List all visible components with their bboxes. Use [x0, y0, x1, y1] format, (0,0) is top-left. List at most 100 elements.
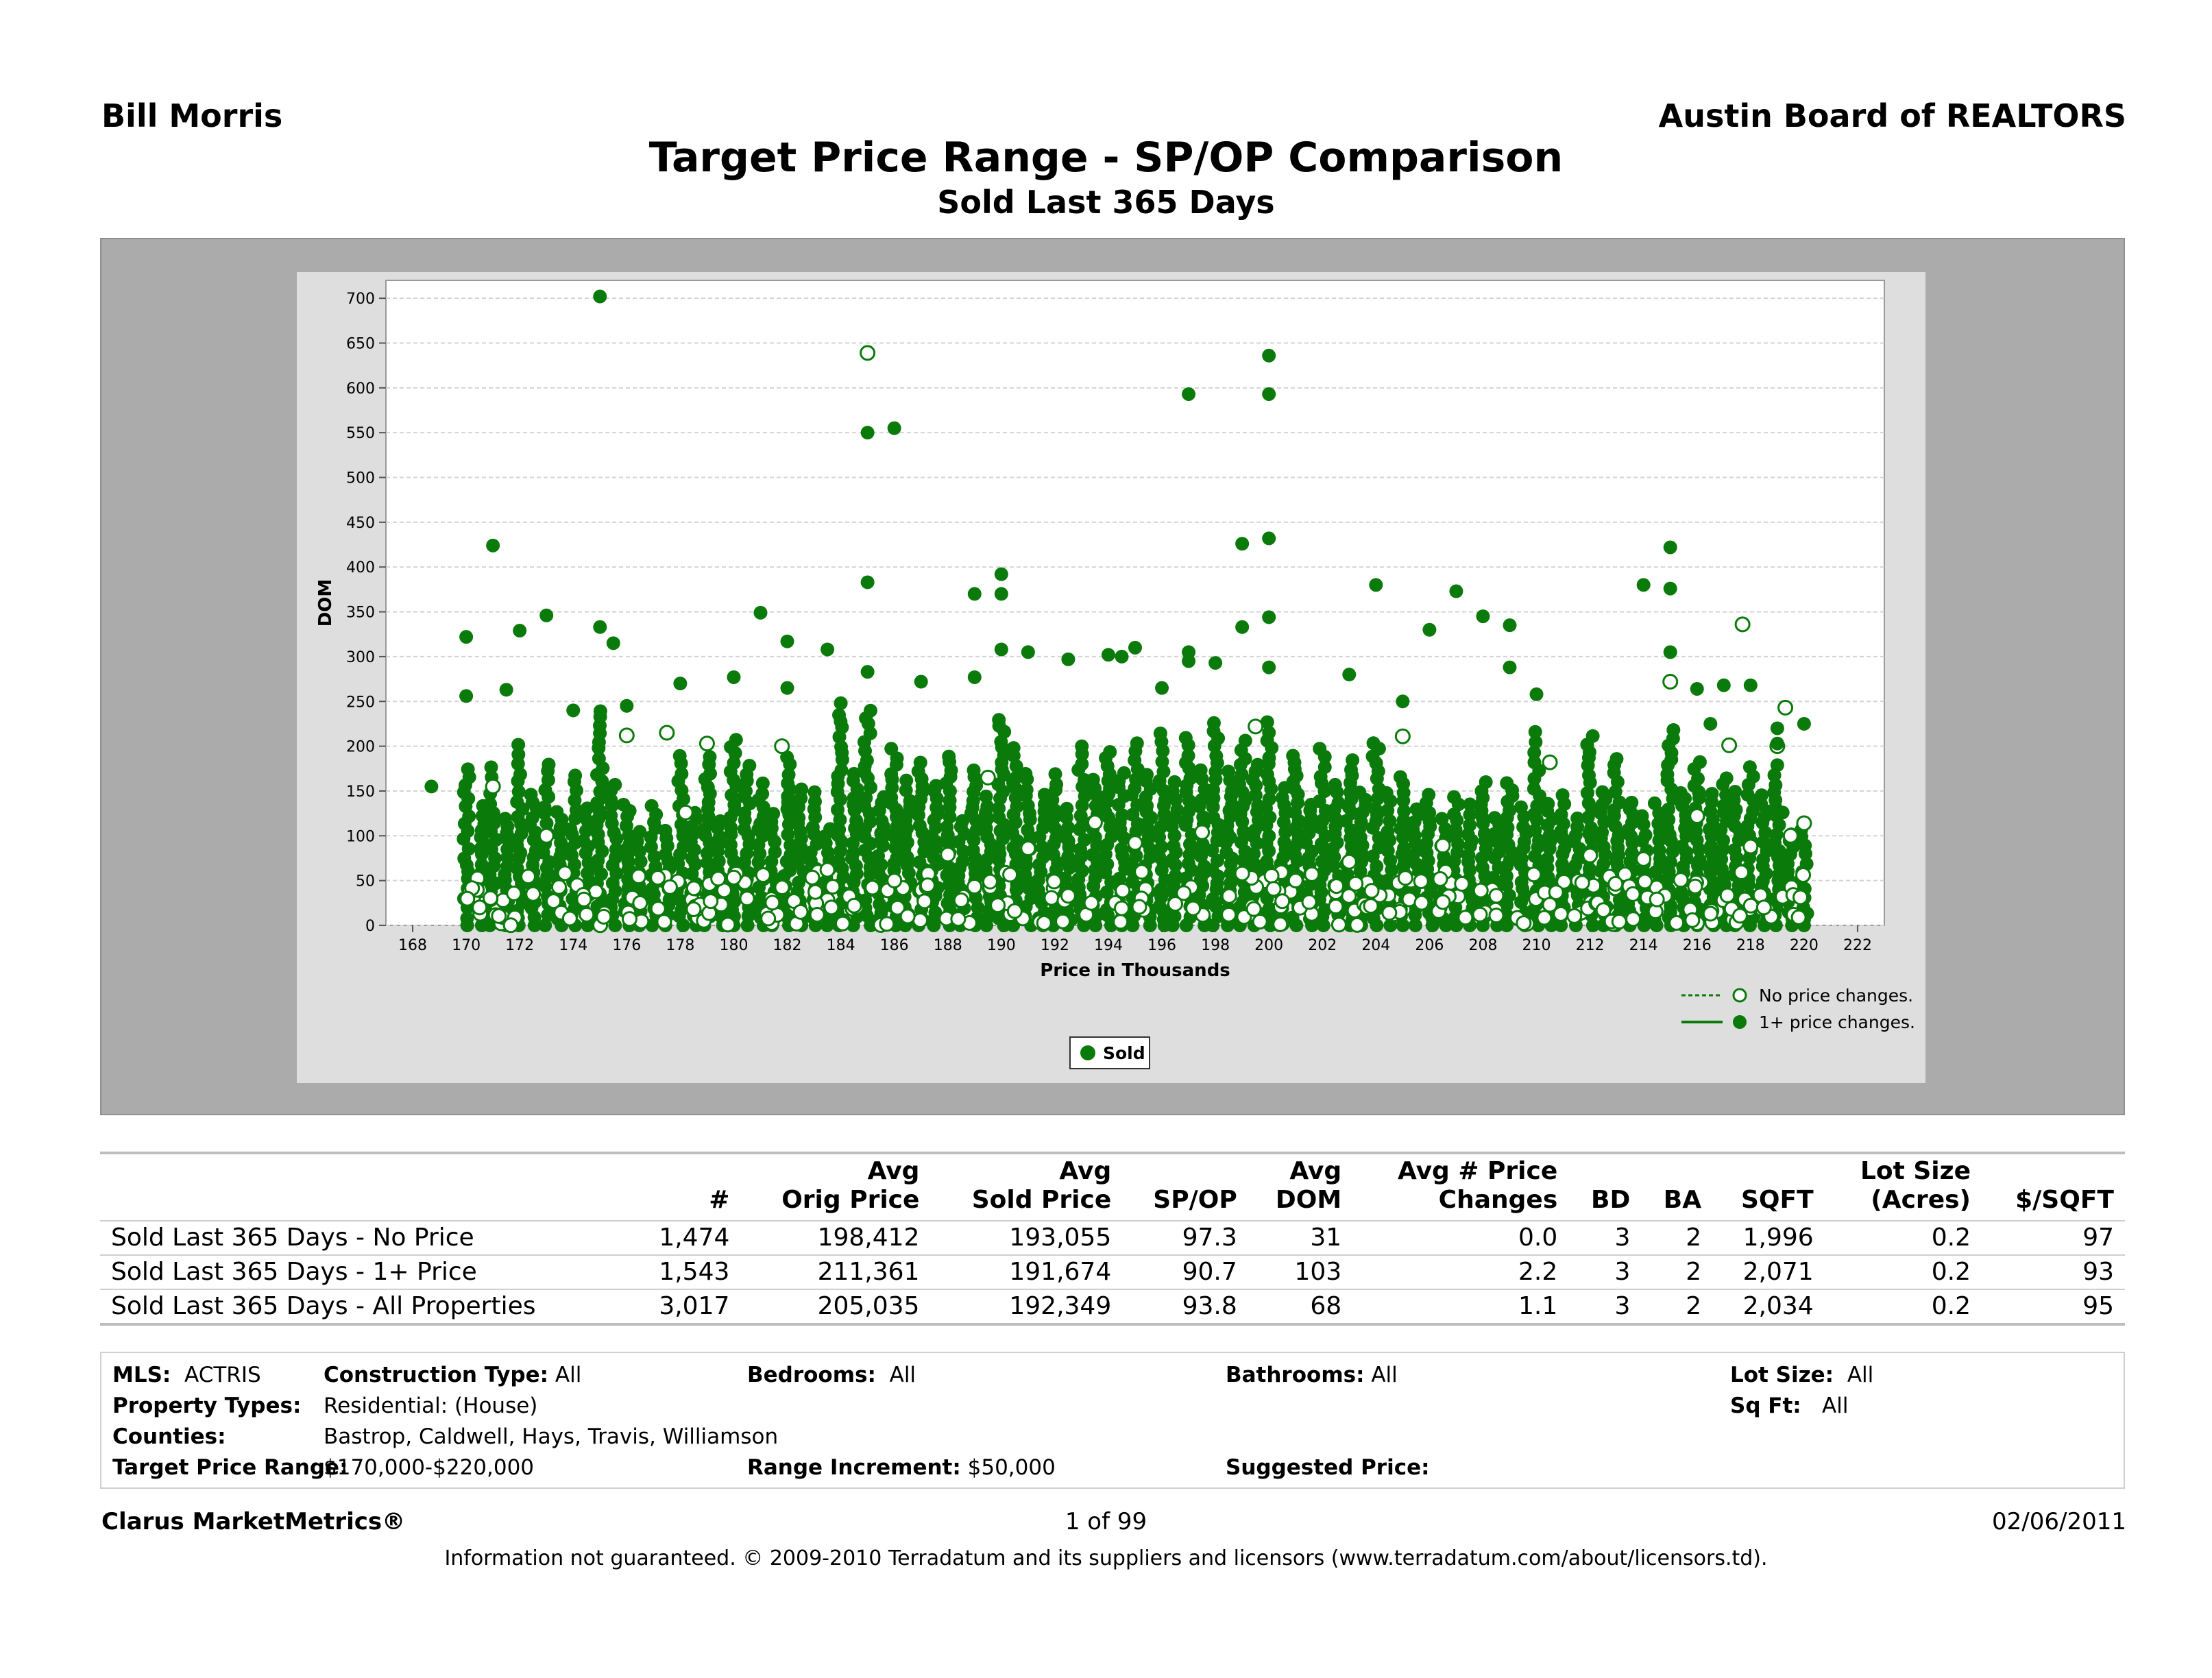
sold-point-no-change [1516, 915, 1532, 932]
table-cell: 2 [1641, 1289, 1713, 1326]
sold-point-price-change [994, 567, 1008, 581]
x-tick-label: 218 [1736, 937, 1765, 954]
sold-point-no-change [1131, 899, 1147, 915]
sold-point-no-change [596, 908, 612, 925]
table-cell: 192,349 [930, 1289, 1123, 1326]
sold-point-price-change [1060, 801, 1074, 816]
y-tick-label: 650 [346, 335, 375, 352]
sold-point-price-change [1312, 794, 1326, 809]
sold-point-price-change [1248, 788, 1263, 803]
sold-point-price-change [1527, 781, 1541, 796]
sold-point-no-change [980, 769, 996, 786]
table-cell: Sold Last 365 Days - 1+ Price [100, 1254, 631, 1289]
sold-point-no-change [879, 916, 895, 932]
x-tick-label: 200 [1254, 937, 1283, 954]
sold-point-no-change [1668, 914, 1685, 931]
sold-point-price-change [1393, 770, 1407, 784]
sold-point-price-change [928, 905, 943, 920]
sold-point-no-change [1721, 737, 1738, 753]
sold-point-price-change [1500, 820, 1515, 835]
sold-point-price-change [994, 642, 1008, 657]
sold-point-no-change [1795, 867, 1812, 884]
x-tick-label: 178 [666, 937, 694, 954]
sold-point-no-change [1742, 838, 1759, 855]
sold-point-no-change [485, 778, 501, 794]
sold-point-price-change [967, 587, 982, 601]
sold-point-price-change [1581, 796, 1596, 810]
sold-point-no-change [720, 916, 736, 933]
table-cell: 93.8 [1122, 1289, 1248, 1326]
sold-point-price-change [513, 767, 527, 781]
sold-point-no-change [1488, 908, 1505, 924]
sold-point-price-change [550, 805, 564, 819]
sold-point-no-change [1625, 886, 1641, 902]
table-cell: 191,674 [930, 1254, 1123, 1289]
sold-point-no-change [1734, 864, 1750, 881]
legend-label-price-change: 1+ price changes. [1759, 1012, 1915, 1032]
sold-point-no-change [1790, 909, 1807, 925]
sold-point-no-change [1625, 911, 1642, 927]
sold-point-price-change [727, 670, 741, 684]
sold-point-no-change [1796, 815, 1812, 831]
sold-point-no-change [1792, 889, 1808, 905]
sold-point-price-change [873, 897, 887, 912]
criteria-construction: Construction Type: All [324, 1363, 582, 1387]
table-row: Sold Last 365 Days - No Price 1,474 198,41… [100, 1220, 2125, 1255]
sold-point-no-change [621, 911, 637, 927]
sold-point-no-change [1176, 885, 1192, 901]
sold-point-no-change [1413, 895, 1430, 911]
sold-point-no-change [1536, 910, 1553, 926]
sold-point-price-change [608, 777, 622, 792]
table-cell: 2.2 [1352, 1254, 1569, 1289]
sold-point-price-change [1674, 885, 1688, 899]
sold-point-price-change [1663, 855, 1677, 869]
table-cell: 198,412 [740, 1220, 931, 1255]
sold-point-price-change [1437, 849, 1451, 864]
sold-point-price-change [1193, 763, 1208, 777]
sold-point-price-change [742, 758, 757, 773]
sold-point-no-change [982, 873, 998, 890]
sold-point-no-change [1673, 872, 1689, 888]
table-cell: 90.7 [1122, 1254, 1248, 1289]
table-cell: 1.1 [1352, 1289, 1569, 1326]
sold-point-price-change [1692, 853, 1707, 867]
column-header: SQFT [1740, 1186, 1814, 1214]
sold-point-no-change [804, 869, 821, 886]
sold-point-price-change [1089, 919, 1103, 932]
sold-point-price-change [1369, 578, 1383, 592]
sold-point-no-change [1731, 908, 1748, 924]
legend-filled-marker [1733, 1015, 1747, 1029]
sold-point-price-change [766, 807, 781, 821]
sold-point-price-change [860, 665, 875, 679]
sold-point-no-change [482, 890, 498, 906]
sold-point-no-change [792, 903, 809, 920]
sold-point-price-change [1366, 912, 1381, 926]
sold-point-price-change [1075, 757, 1089, 771]
sold-point-price-change [1514, 800, 1528, 814]
sold-point-no-change [685, 901, 702, 917]
sold-point-no-change [1413, 873, 1429, 890]
y-tick-label: 450 [346, 515, 375, 532]
x-tick-label: 202 [1308, 937, 1337, 954]
sold-point-price-change [1755, 788, 1769, 803]
sold-point-price-change [460, 911, 474, 925]
table-header-row: # Avg Orig Price Avg Sold Price SP/OP Avg DOM A… [100, 1153, 2125, 1221]
y-tick-label: 700 [346, 291, 375, 308]
sold-point-price-change [1182, 387, 1196, 401]
sold-point-no-change [659, 725, 675, 741]
sold-point-price-change [1635, 809, 1649, 823]
sold-point-price-change [1206, 810, 1221, 825]
sold-point-price-change [1379, 786, 1394, 800]
sold-point-price-change [1585, 729, 1600, 743]
sold-point-price-change [1103, 744, 1117, 759]
criteria-sqft-label: Sq Ft: [1730, 1394, 1801, 1418]
sold-point-price-change [616, 797, 631, 812]
legend-series-label: Sold [1103, 1043, 1145, 1063]
scatter-chart: 0 50 100 150 200 250 300 350 400 450 500 550 600 650 7… [315, 280, 1915, 1069]
sold-point-price-change [1529, 687, 1544, 701]
sold-point-price-change [1178, 731, 1193, 745]
sold-point-price-change [1770, 736, 1784, 751]
sold-point-price-change [1380, 873, 1394, 888]
sold-point-price-change [1728, 784, 1742, 799]
sold-point-price-change [942, 749, 956, 764]
